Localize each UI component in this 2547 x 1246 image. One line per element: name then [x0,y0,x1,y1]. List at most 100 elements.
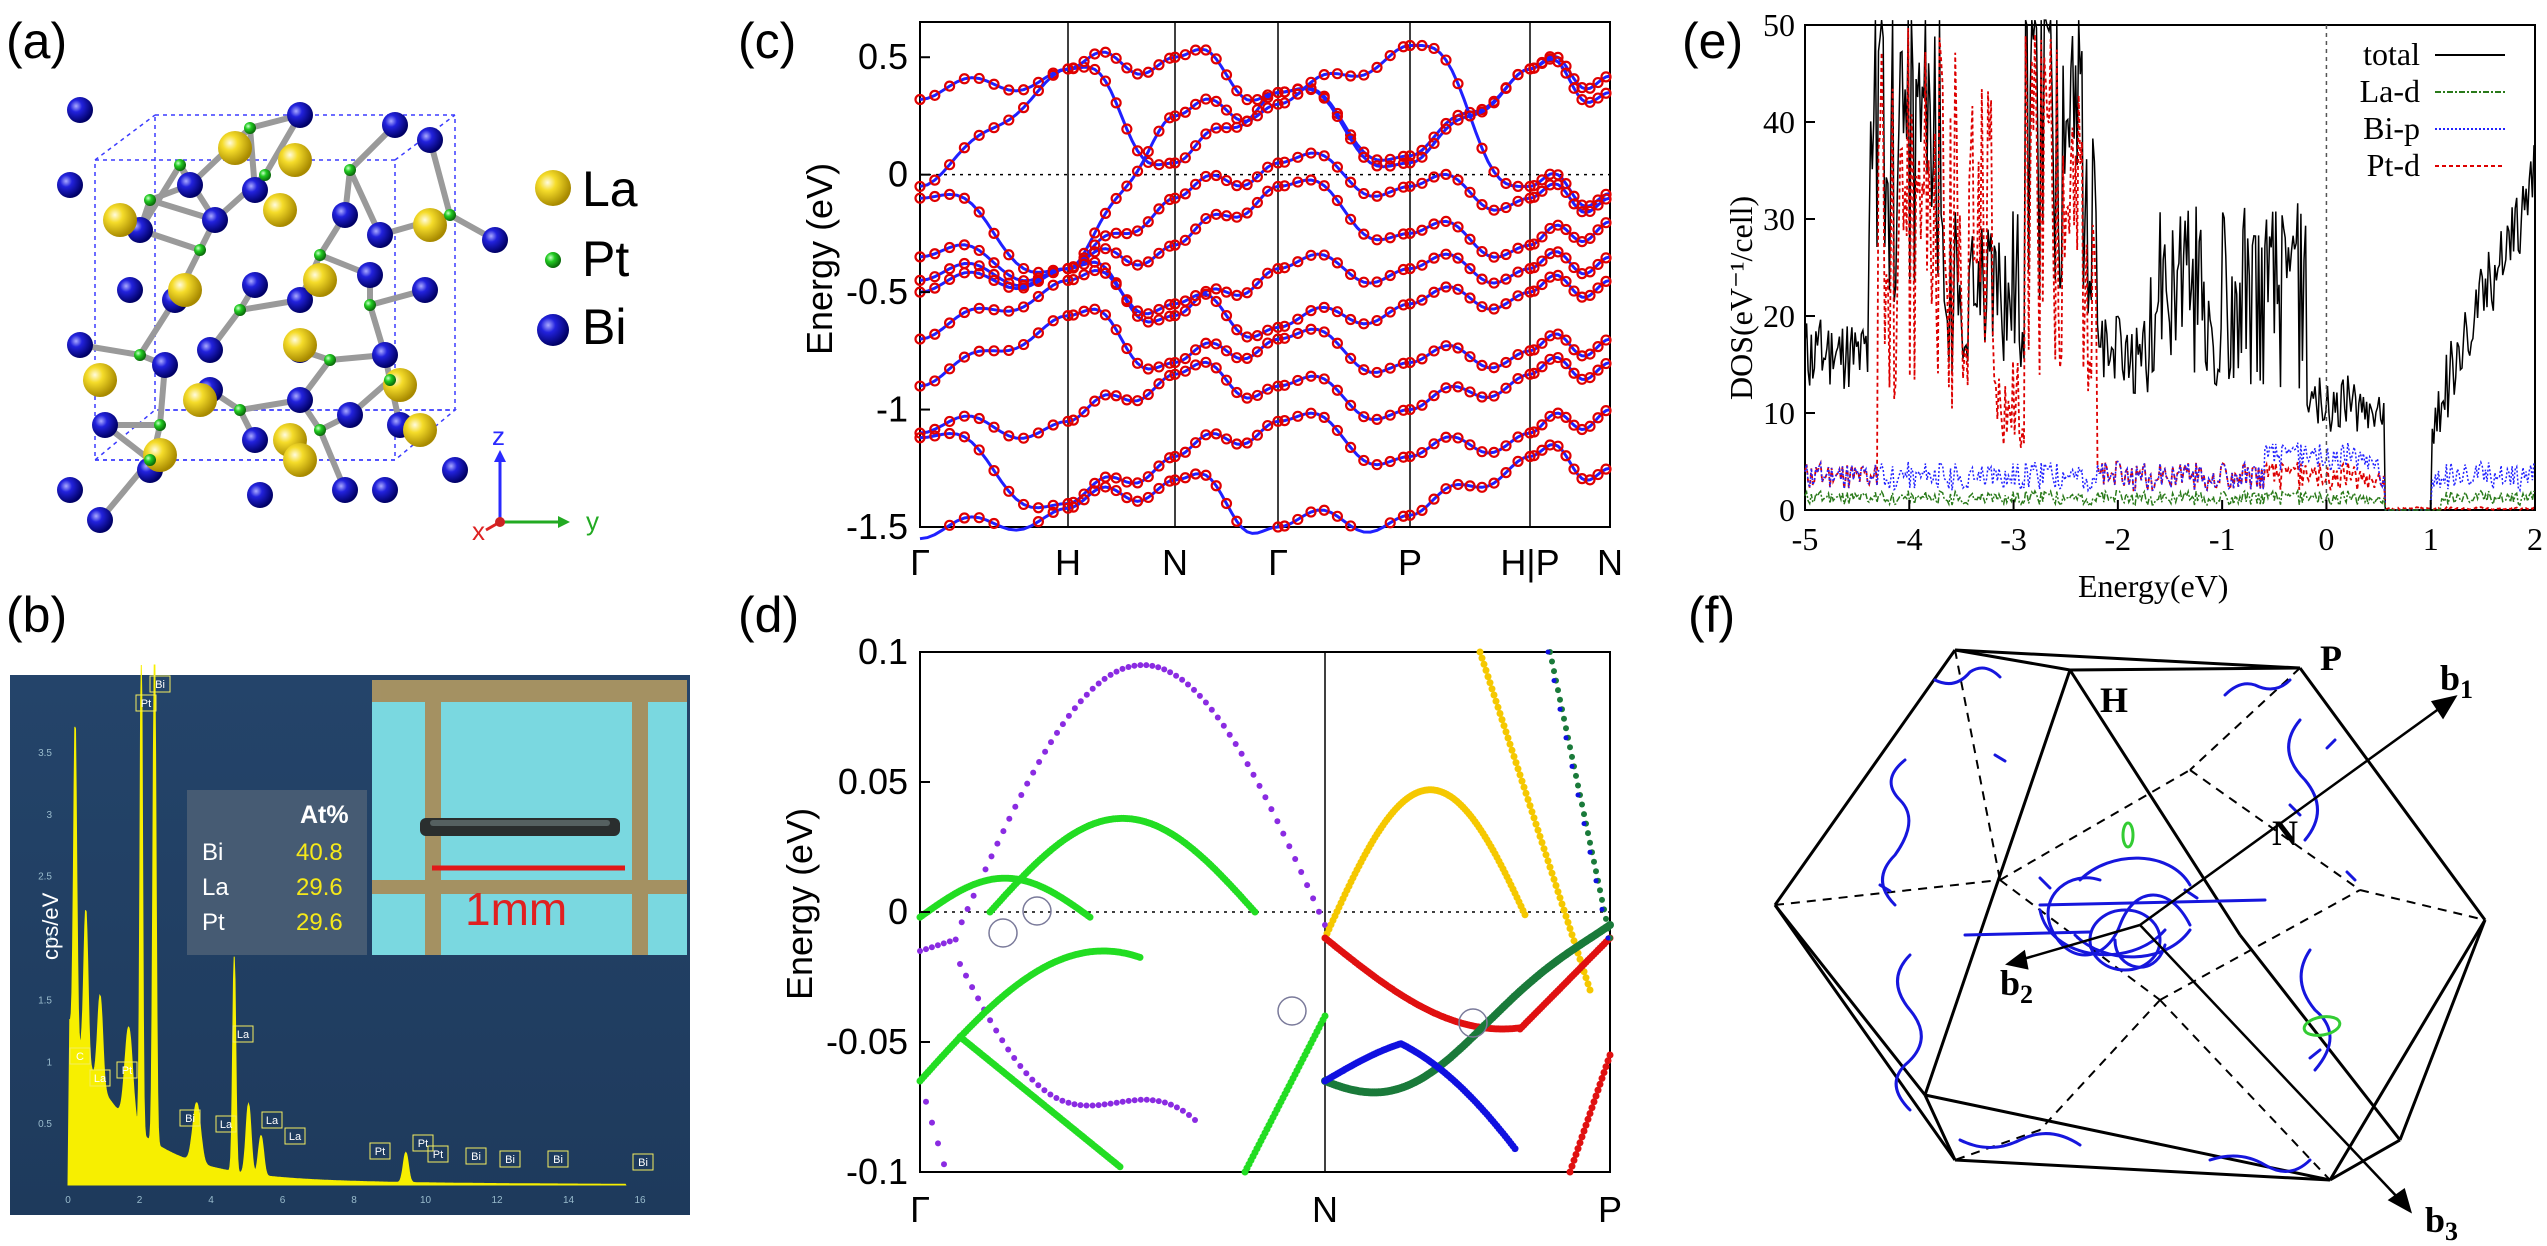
c-fatband-point [1272,263,1284,275]
e-legend-bg [2328,76,2528,112]
atom-bi [92,412,118,438]
c-fatband-point [1179,472,1191,484]
c-fatband-point [1241,115,1253,127]
c-fatband-point [1404,403,1416,416]
c-fatband-point [1305,83,1317,96]
atom-la [168,273,202,307]
sample-photo: 1mm [372,680,687,955]
c-fatband-point [1047,419,1059,431]
c-fatband-point [1416,353,1428,365]
c-fatband-point [1371,61,1383,73]
c-fatband-point [1592,412,1604,424]
d-band-darkgreen [1599,896,1605,903]
d-band-green [1086,913,1094,921]
c-fatband-point [1241,437,1253,449]
c-fatband-point [1568,344,1580,356]
e-y-tick: 30 [1763,201,1795,237]
c-fatband-point [1110,247,1122,259]
atom-pt [194,244,206,256]
c-fatband-point [1078,269,1090,281]
d-band-red [1582,1121,1590,1129]
c-fatband-point [1189,437,1202,449]
c-fatband-point [1110,278,1122,291]
c-fatband-point [1210,428,1222,440]
atom-pt [314,424,326,436]
d-band-purple [969,984,976,991]
d-band-purple [1125,1097,1132,1104]
panel-label-c: (c) [738,13,796,69]
c-fatband-point [1032,427,1045,439]
d-band-darkgreen [1587,839,1593,846]
d-band-purple [1250,771,1257,778]
c-fatband-point [1560,411,1572,424]
c-fatband-point [1142,216,1154,228]
c-fatband-point [1512,69,1524,81]
c-fatband-point [1404,356,1416,369]
c-k-label: N [1597,542,1623,583]
d-band-yellow [1504,734,1512,742]
d-band-green [1116,1163,1124,1171]
d-y-tick: -0.1 [846,1151,908,1192]
d-band-purple [1268,806,1275,813]
d-crossing-marker [1458,1008,1488,1038]
d-band-green [1251,908,1259,916]
atom-bi [372,477,398,503]
d-band-purple [1262,794,1269,801]
d-band-yellow [1558,900,1566,908]
c-fatband-point [1210,169,1222,182]
c-fatband-point [1078,258,1090,270]
c-fatband-point [1231,289,1243,301]
d-band-red [1570,1156,1578,1164]
eds-y-tick: 2 [46,934,52,945]
c-fatband-point [1131,395,1144,407]
atom-bi [367,222,393,248]
c-fatband-point [1476,446,1488,458]
c-fatband-point [1305,249,1317,261]
vector-b3-label: b3 [2425,1200,2458,1246]
c-fatband-point [943,363,956,375]
e-y-tick: 40 [1763,104,1795,140]
c-fatband-point [1062,415,1074,427]
c-fatband-point [1568,463,1580,475]
c-fatband-point [1560,186,1572,199]
d-band-red [1594,1086,1602,1094]
d-band-purple [1179,676,1186,683]
c-fatband-point [1251,171,1264,183]
c-fatband-point [914,180,926,193]
c-fatband-point [1318,411,1330,423]
c-fatband-point [1164,157,1176,169]
c-fatband-point [1032,327,1045,339]
d-band-purple [1137,662,1144,669]
c-fatband-point [1220,210,1233,222]
c-fatband-point [988,227,1000,239]
c-fatband-point [1552,269,1564,281]
d-band-purple [1000,828,1007,835]
c-fatband-point [1153,247,1165,259]
d-band-blue [1511,1145,1519,1153]
c-fatband-point [1200,170,1212,183]
d-band-blue [1545,649,1551,655]
c-fatband-point [1488,251,1500,263]
c-y-tick: 0 [888,154,908,195]
c-fatband-point [1428,390,1440,402]
d-band-yellow [1544,857,1552,865]
c-fatband-point [1210,53,1222,65]
label-h: H [2100,680,2128,720]
d-band-yellow [1498,716,1506,724]
c-fatband-point [1568,82,1580,94]
c-fatband-point [1397,404,1410,416]
c-fatband-point [1241,392,1253,404]
e-y-tick: 20 [1763,298,1795,334]
c-fatband-point [1164,357,1176,369]
atom-bi [287,287,313,313]
d-band-yellow [1502,728,1510,736]
c-fatband-point [1131,477,1144,489]
atom-bi [242,427,268,453]
c-fatband-point [1331,257,1344,269]
c-fatband-point [1600,71,1612,83]
d-band-purple [970,892,977,899]
c-fatband-point [1121,476,1133,488]
eds-peak-tag-box [261,1111,283,1129]
c-fatband-point [1231,180,1243,192]
c-fatband-point [1067,62,1079,74]
